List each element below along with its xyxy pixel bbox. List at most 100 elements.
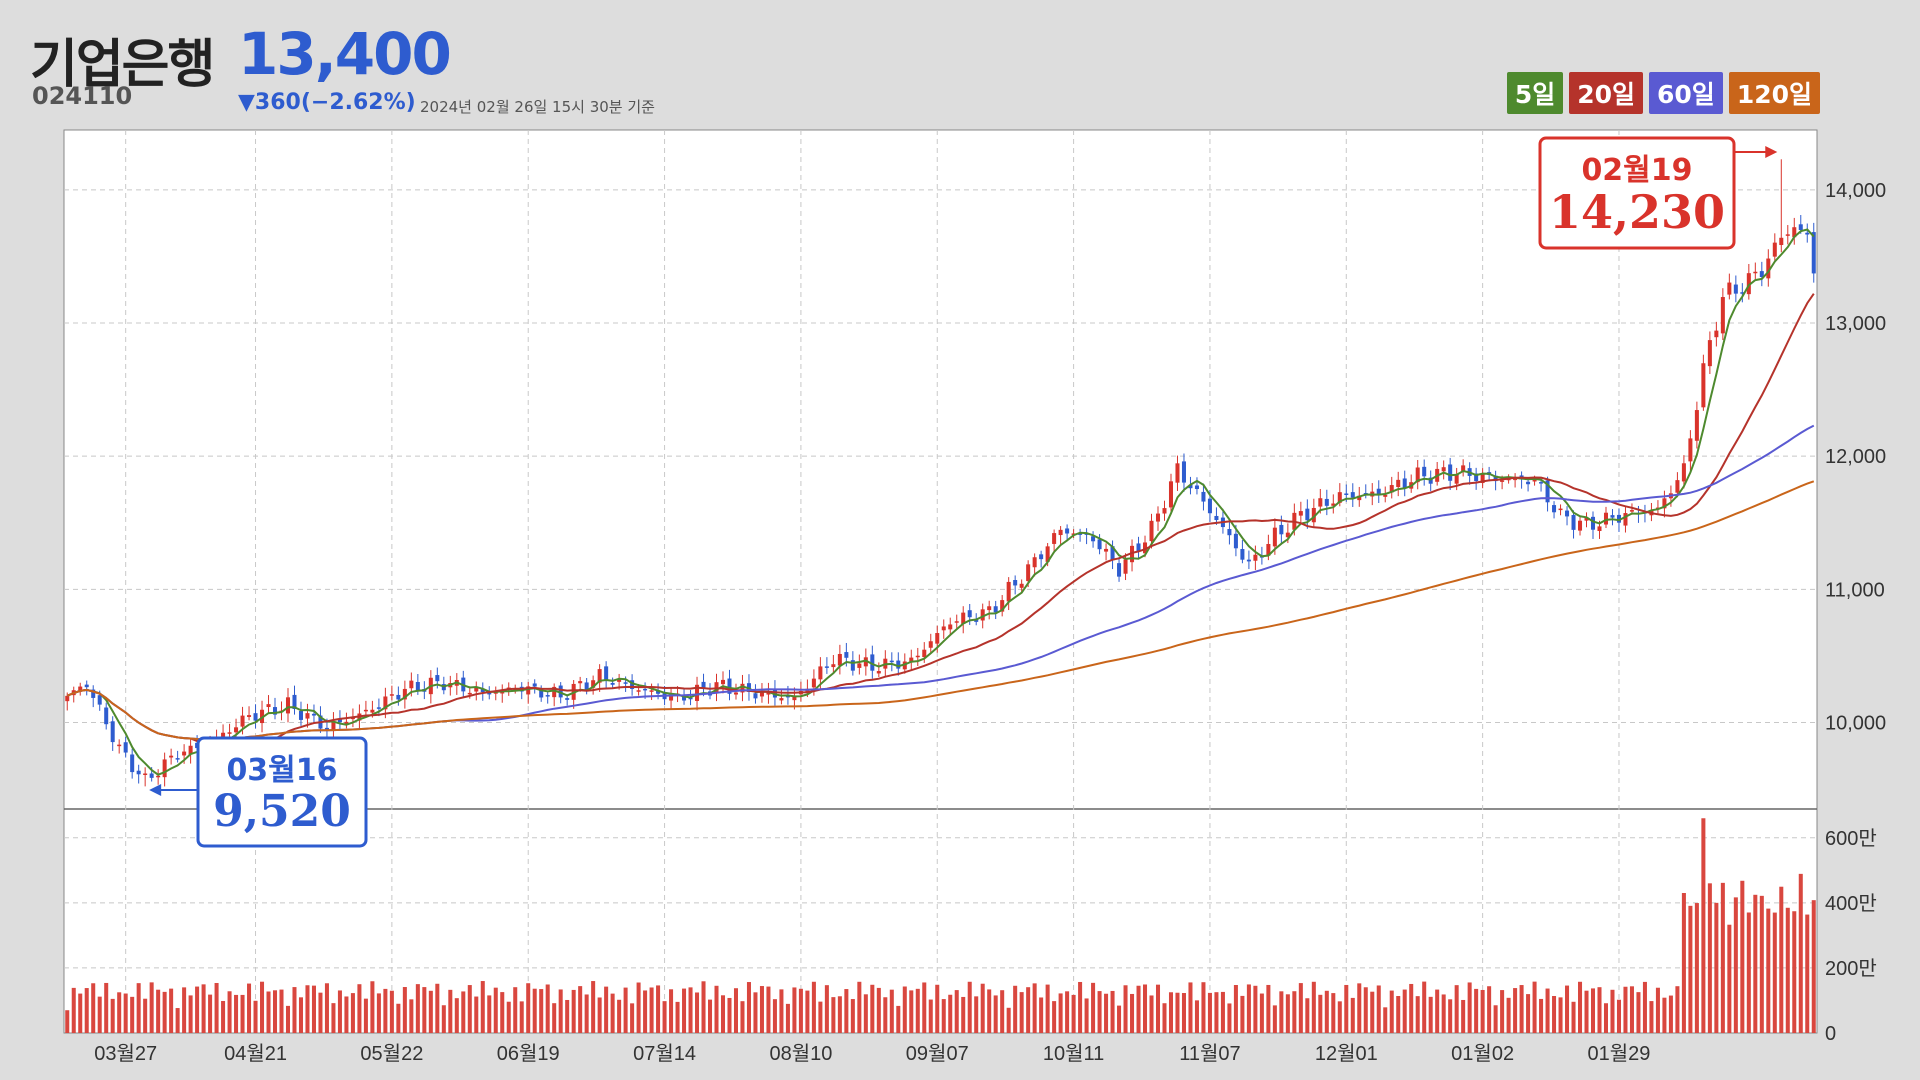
candle-body xyxy=(1175,463,1180,483)
candle-body xyxy=(961,612,966,624)
volume-bar xyxy=(1474,988,1479,1033)
volume-bar xyxy=(1636,992,1641,1033)
volume-bar xyxy=(1662,997,1667,1033)
volume-bar xyxy=(1558,997,1563,1033)
candle-body xyxy=(175,758,180,760)
volume-bar xyxy=(253,1000,258,1033)
volume-bar xyxy=(1337,1001,1342,1033)
candle-body xyxy=(1311,507,1316,523)
volume-bar xyxy=(324,983,329,1033)
date-tick-label: 03월27 xyxy=(94,1042,157,1065)
candle-body xyxy=(1344,493,1349,495)
volume-bar xyxy=(1305,998,1310,1033)
candle-body xyxy=(1811,232,1816,274)
volume-bar xyxy=(1013,985,1018,1033)
volume-bar xyxy=(792,987,797,1033)
volume-bar xyxy=(1279,991,1284,1033)
candle-body xyxy=(234,727,239,733)
candle-body xyxy=(656,690,661,694)
candle-body xyxy=(1298,511,1303,516)
candle-body xyxy=(337,719,342,723)
candle-body xyxy=(1662,498,1667,509)
volume-bar xyxy=(675,1001,680,1033)
volume-bar xyxy=(260,981,265,1033)
volume-bar xyxy=(311,985,316,1033)
legend-ma60: 60일 xyxy=(1649,72,1723,114)
volume-bar xyxy=(987,989,992,1033)
candle-body xyxy=(156,775,161,778)
candle-body xyxy=(928,641,933,648)
volume-bar xyxy=(571,989,576,1033)
volume-bar xyxy=(487,995,492,1033)
candle-body xyxy=(844,652,849,658)
candle-body xyxy=(1194,485,1199,490)
candle-body xyxy=(1688,438,1693,462)
candle-body xyxy=(1097,539,1102,550)
candle-body xyxy=(630,680,635,689)
volume-bar xyxy=(617,999,622,1033)
candle-body xyxy=(123,742,128,753)
candle-body xyxy=(1389,485,1394,493)
volume-bar xyxy=(1045,984,1050,1033)
volume-bar xyxy=(435,983,440,1033)
volume-bar xyxy=(1480,989,1485,1033)
candle-body xyxy=(104,707,109,725)
volume-bar xyxy=(785,1003,790,1033)
volume-bar xyxy=(234,994,239,1033)
volume-bar xyxy=(688,987,693,1033)
candle-body xyxy=(1285,532,1290,538)
timestamp: 2024년 02월 26일 15시 30분 기준 xyxy=(420,98,655,116)
candle-body xyxy=(967,610,972,618)
candle-body xyxy=(1337,492,1342,503)
volume-bar xyxy=(117,992,122,1033)
volume-bar xyxy=(532,988,537,1033)
candle-body xyxy=(1733,284,1738,294)
candle-body xyxy=(669,695,674,701)
volume-bar xyxy=(630,1003,635,1033)
volume-bar xyxy=(844,989,849,1033)
candle-body xyxy=(260,709,265,724)
candle-body xyxy=(539,689,544,698)
volume-bar xyxy=(1532,981,1537,1033)
candle-body xyxy=(169,755,174,758)
price-tick-label: 11,000 xyxy=(1825,579,1885,601)
volume-bar xyxy=(1642,981,1647,1033)
volume-bar xyxy=(143,998,148,1033)
date-tick-label: 10월11 xyxy=(1043,1042,1104,1065)
candle-body xyxy=(1753,271,1758,274)
date-tick-label: 05월22 xyxy=(360,1042,423,1065)
volume-bar xyxy=(402,987,407,1033)
volume-bar xyxy=(1136,985,1141,1033)
volume-bar xyxy=(1019,992,1024,1033)
candle-body xyxy=(980,609,985,621)
volume-bar xyxy=(1727,924,1732,1033)
candle-body xyxy=(331,721,336,731)
volume-bar xyxy=(383,988,388,1033)
volume-bar xyxy=(558,989,563,1033)
candle-body xyxy=(1019,583,1024,588)
date-tick-label: 06월19 xyxy=(497,1042,560,1065)
volume-bar xyxy=(805,990,810,1033)
volume-bar xyxy=(1201,982,1206,1033)
candle-body xyxy=(1331,503,1336,506)
volume-bar xyxy=(1253,985,1258,1033)
volume-bar xyxy=(597,997,602,1033)
candle-body xyxy=(1136,543,1141,552)
candle-body xyxy=(1772,242,1777,257)
candle-body xyxy=(915,655,920,658)
candle-body xyxy=(415,681,420,691)
candle-body xyxy=(1149,520,1154,542)
candle-body xyxy=(467,692,472,695)
volume-bar xyxy=(188,995,193,1033)
candle-body xyxy=(389,694,394,696)
date-tick-label: 09월07 xyxy=(906,1042,969,1065)
volume-bar xyxy=(1233,985,1238,1033)
candle-body xyxy=(1272,527,1277,547)
candle-body xyxy=(993,606,998,613)
volume-bar xyxy=(337,990,342,1033)
stock-code: 024110 xyxy=(32,82,133,110)
volume-bar xyxy=(123,993,128,1033)
volume-bar xyxy=(1714,902,1719,1033)
volume-bar xyxy=(1539,998,1544,1033)
volume-bar xyxy=(1376,985,1381,1033)
